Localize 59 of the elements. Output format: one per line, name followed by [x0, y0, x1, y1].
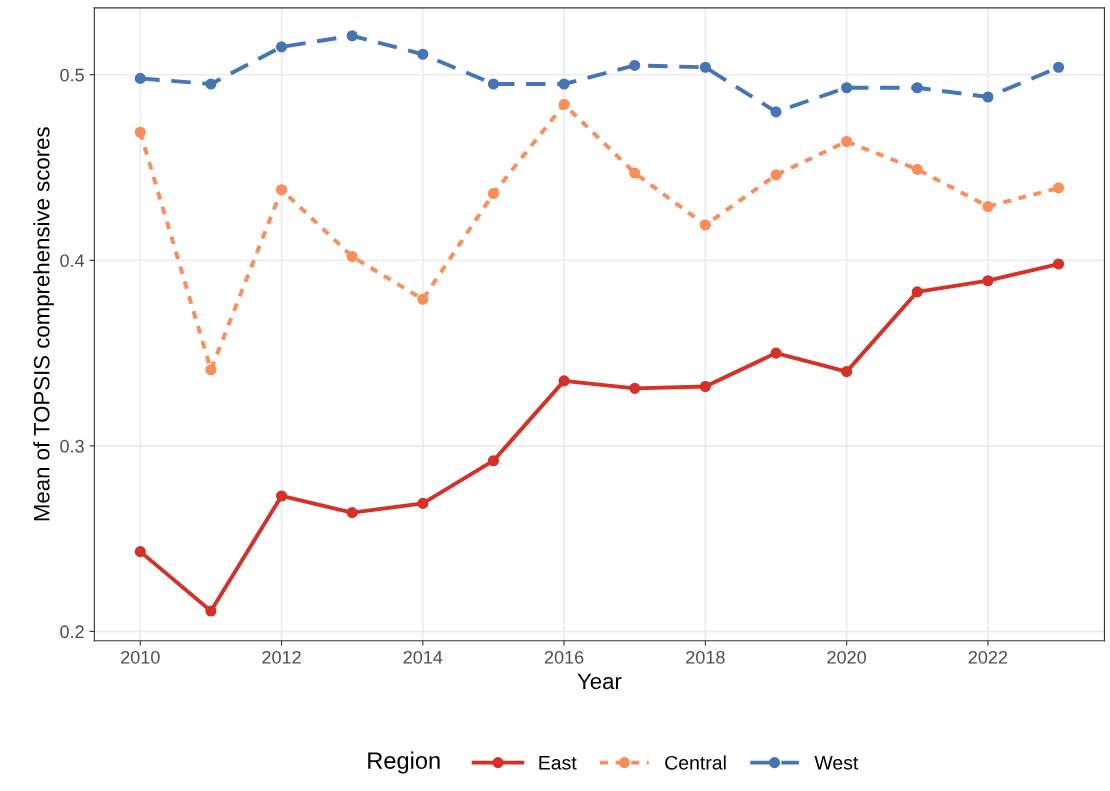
x-tick-label: 2010 — [121, 650, 160, 664]
point — [417, 48, 429, 60]
point — [1052, 61, 1065, 73]
point — [1052, 258, 1065, 270]
y-axis-title: Mean of TOPSIS comprehensive scores — [33, 127, 54, 521]
point — [346, 507, 358, 519]
point — [134, 126, 146, 138]
point — [699, 61, 711, 73]
point — [629, 382, 641, 394]
point — [346, 251, 358, 263]
x-tick-label: 2018 — [686, 650, 725, 664]
point — [841, 82, 853, 94]
point — [699, 380, 711, 393]
point — [417, 497, 429, 509]
point — [629, 59, 641, 71]
point — [205, 605, 217, 617]
x-tick-label: 2014 — [403, 650, 443, 664]
legend-label: Central — [665, 755, 726, 770]
point — [770, 106, 782, 118]
point — [699, 219, 711, 231]
point — [205, 78, 217, 90]
point — [417, 293, 429, 305]
point — [841, 135, 853, 148]
legend-title: Region — [368, 751, 440, 774]
point — [558, 98, 570, 110]
point — [911, 163, 923, 175]
point — [982, 200, 994, 213]
point — [770, 347, 782, 359]
point — [205, 364, 217, 376]
point — [911, 82, 923, 94]
point — [982, 91, 994, 103]
y-tick-label: 0.5 — [60, 68, 84, 82]
point — [1052, 182, 1065, 194]
point — [134, 72, 146, 84]
point — [629, 167, 641, 179]
x-tick-label: 2020 — [827, 650, 867, 664]
x-axis-title: Year — [577, 673, 622, 690]
point — [346, 30, 358, 42]
point — [982, 275, 994, 287]
point — [134, 546, 146, 558]
point — [558, 78, 570, 90]
point — [558, 375, 570, 387]
point — [275, 41, 288, 53]
point — [487, 455, 500, 467]
point — [487, 187, 500, 200]
legend-label: East — [539, 756, 577, 770]
x-tick-label: 2012 — [262, 650, 301, 664]
point — [487, 78, 500, 90]
point — [275, 490, 288, 502]
point — [275, 184, 288, 196]
x-tick-label: 2016 — [544, 650, 584, 664]
point — [841, 366, 853, 378]
legend-label: West — [814, 756, 859, 770]
y-tick-label: 0.4 — [60, 254, 85, 268]
x-tick-label: 2022 — [968, 650, 1008, 664]
y-tick-label: 0.2 — [60, 625, 84, 639]
y-tick-label: 0.3 — [60, 439, 84, 453]
point — [911, 286, 923, 298]
point — [770, 169, 782, 181]
